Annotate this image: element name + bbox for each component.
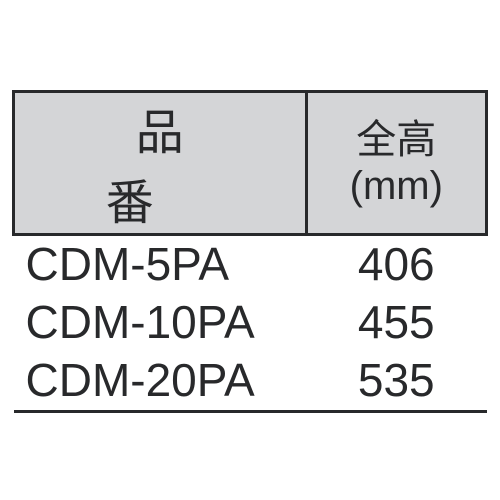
spec-table: 品 番 全高 (mm) CDM-5PA 406 CDM-10PA 455 CDM… bbox=[12, 90, 488, 413]
cell-part-number: CDM-20PA bbox=[14, 352, 307, 412]
spec-table-container: 品 番 全高 (mm) CDM-5PA 406 CDM-10PA 455 CDM… bbox=[12, 90, 488, 413]
header-height-line1: 全高 bbox=[356, 118, 436, 162]
table-header-row: 品 番 全高 (mm) bbox=[14, 92, 487, 235]
table-row: CDM-10PA 455 bbox=[14, 294, 487, 352]
cell-height: 535 bbox=[306, 352, 486, 412]
header-part-number: 品 番 bbox=[14, 92, 307, 235]
header-height-line2: (mm) bbox=[350, 164, 443, 208]
cell-height: 455 bbox=[306, 294, 486, 352]
table-row: CDM-5PA 406 bbox=[14, 235, 487, 295]
table-row: CDM-20PA 535 bbox=[14, 352, 487, 412]
cell-part-number: CDM-10PA bbox=[14, 294, 307, 352]
cell-height: 406 bbox=[306, 235, 486, 295]
cell-part-number: CDM-5PA bbox=[14, 235, 307, 295]
